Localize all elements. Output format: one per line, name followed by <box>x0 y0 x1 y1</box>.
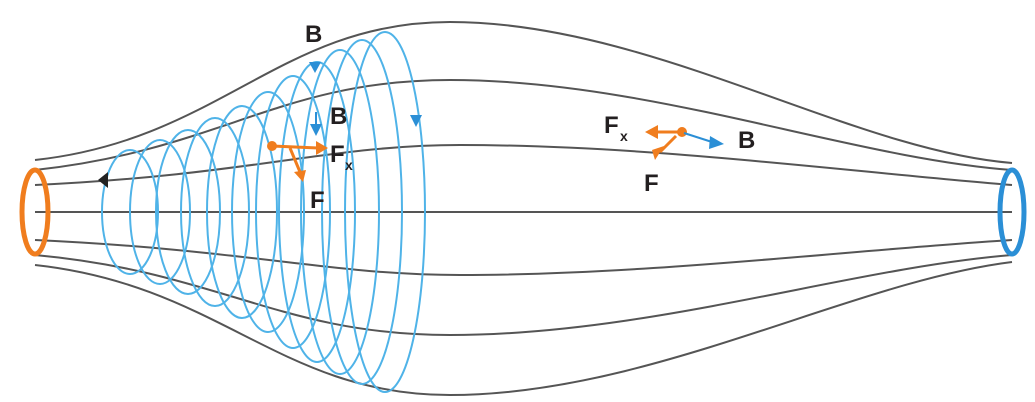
b-vector-right-head <box>709 136 724 149</box>
right-coil <box>997 167 1027 257</box>
label-fx-left: F <box>330 141 345 168</box>
field-line <box>34 239 1013 277</box>
helix-loop <box>344 31 426 393</box>
field-line <box>34 78 1013 171</box>
field-line <box>34 20 1013 164</box>
helix-arrow-right <box>410 115 422 127</box>
helix-loop <box>300 49 380 375</box>
field-line <box>34 261 1013 397</box>
f-vector-right-head <box>652 146 664 160</box>
helix-loop <box>101 149 159 275</box>
helix-loop <box>180 117 250 307</box>
label-fx-right: F <box>604 112 619 139</box>
f-vector-left-head <box>294 170 306 182</box>
label-f-right: F <box>644 170 659 197</box>
helix-loop <box>206 105 278 319</box>
left-force-vectors <box>267 112 328 182</box>
field-line <box>34 254 1013 337</box>
labels: B B F x F F x B F <box>305 21 755 214</box>
b-vector-left-head <box>310 124 322 136</box>
helix-loop <box>129 139 191 285</box>
label-f-left: F <box>310 187 325 214</box>
helix-arrow-left-black <box>98 172 108 188</box>
label-fx-right-subscript: x <box>620 128 628 144</box>
right-force-vectors <box>645 125 724 160</box>
label-b-top: B <box>305 21 322 48</box>
particle-helix <box>101 31 426 393</box>
fx-vector-left-head <box>316 141 328 155</box>
label-fx-left-subscript: x <box>345 157 353 173</box>
particle-right <box>677 127 687 137</box>
helix-loop <box>231 91 305 333</box>
helix-arrow-top <box>309 62 321 73</box>
label-b-right: B <box>738 127 755 154</box>
left-coil <box>19 167 51 257</box>
helix-loop <box>155 129 221 295</box>
fx-vector-right-head <box>645 125 658 139</box>
f-vector-right-line <box>658 134 678 154</box>
f-vector-left-line <box>288 147 302 173</box>
field-line <box>34 143 1013 186</box>
helix-loop <box>255 75 331 349</box>
helix-loop <box>321 39 403 385</box>
fx-vector-left-line <box>271 144 319 150</box>
b-vector-right-line <box>683 132 713 143</box>
label-b-mid: B <box>330 103 347 130</box>
helix-arrows <box>98 62 422 188</box>
